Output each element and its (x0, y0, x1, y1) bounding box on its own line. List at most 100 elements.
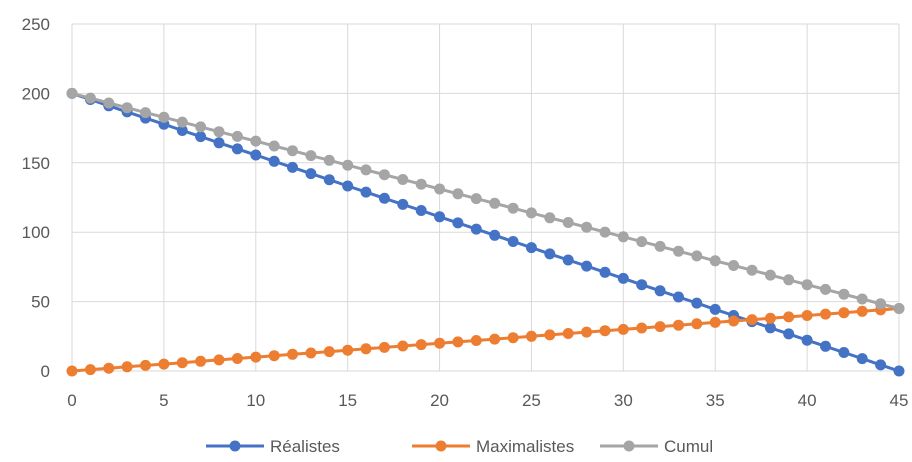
point-cumul-40 (801, 279, 813, 291)
x-tick-label-30: 30 (614, 391, 633, 410)
point-maximalistes-32 (654, 321, 666, 333)
point-maximalistes-17 (378, 341, 390, 353)
point-maximalistes-0 (66, 365, 78, 377)
point-maximalistes-22 (470, 335, 482, 346)
series-line-realistes (71, 91, 900, 373)
point-realistes-26 (544, 248, 556, 260)
point-maximalistes-2 (103, 362, 115, 374)
point-realistes-25 (525, 242, 537, 254)
point-maximalistes-28 (581, 326, 593, 338)
point-cumul-3 (121, 102, 133, 114)
point-realistes-32 (654, 285, 666, 297)
y-tick-label-150: 150 (22, 154, 50, 173)
point-maximalistes-4 (140, 359, 151, 371)
point-maximalistes-38 (764, 312, 776, 324)
point-maximalistes-37 (746, 314, 758, 326)
point-cumul-16 (360, 164, 372, 176)
point-maximalistes-9 (231, 353, 243, 364)
point-cumul-27 (562, 217, 574, 228)
series-maximalistes (66, 303, 905, 377)
point-cumul-37 (746, 264, 758, 276)
legend-item-cumul: Cumul (600, 437, 713, 456)
point-cumul-25 (525, 207, 537, 219)
point-maximalistes-25 (525, 330, 537, 342)
legend-marker-maximalistes (435, 440, 447, 452)
point-maximalistes-14 (323, 346, 335, 358)
point-maximalistes-5 (158, 358, 170, 370)
point-realistes-31 (636, 279, 648, 291)
point-maximalistes-18 (397, 340, 409, 352)
point-realistes-24 (507, 236, 519, 247)
point-cumul-11 (268, 140, 280, 152)
point-maximalistes-36 (728, 315, 740, 327)
point-maximalistes-7 (195, 355, 207, 367)
x-tick-label-15: 15 (338, 391, 357, 410)
point-maximalistes-15 (342, 344, 354, 356)
point-cumul-21 (452, 188, 464, 200)
x-tick-label-10: 10 (246, 391, 265, 410)
point-maximalistes-40 (801, 310, 813, 321)
point-realistes-11 (268, 155, 280, 167)
point-maximalistes-39 (783, 311, 795, 323)
legend-marker-realistes (229, 440, 241, 452)
x-tick-label-20: 20 (430, 391, 449, 410)
series-cumul (66, 87, 905, 314)
point-realistes-23 (489, 229, 501, 241)
point-cumul-17 (378, 169, 390, 181)
point-cumul-35 (709, 255, 721, 267)
point-cumul-42 (838, 288, 850, 300)
point-cumul-20 (434, 183, 446, 195)
point-maximalistes-3 (121, 361, 133, 373)
point-cumul-1 (84, 92, 96, 104)
point-cumul-41 (820, 283, 831, 295)
point-maximalistes-26 (544, 329, 556, 341)
point-maximalistes-31 (636, 322, 648, 334)
point-maximalistes-13 (305, 347, 317, 359)
point-maximalistes-11 (268, 350, 280, 362)
point-realistes-22 (470, 223, 482, 235)
legend: Réalistes Maximalistes Cumul (206, 437, 713, 456)
point-cumul-36 (728, 260, 740, 271)
point-cumul-0 (66, 87, 78, 99)
point-maximalistes-34 (691, 318, 703, 330)
legend-label-realistes: Réalistes (270, 437, 340, 456)
point-cumul-28 (581, 221, 593, 233)
point-realistes-44 (875, 359, 887, 371)
point-cumul-22 (470, 193, 482, 205)
x-tick-label-35: 35 (706, 391, 725, 410)
point-cumul-18 (397, 174, 409, 185)
point-cumul-7 (195, 121, 207, 133)
point-realistes-16 (360, 186, 372, 198)
point-cumul-30 (617, 231, 629, 243)
point-realistes-9 (231, 143, 243, 155)
point-realistes-13 (305, 168, 317, 180)
legend-marker-cumul (623, 440, 635, 452)
point-cumul-39 (783, 274, 795, 286)
point-maximalistes-6 (176, 357, 188, 369)
series-group (66, 87, 905, 377)
point-realistes-27 (562, 254, 574, 266)
point-realistes-20 (434, 211, 446, 223)
x-tick-label-5: 5 (159, 391, 168, 410)
point-realistes-28 (581, 260, 593, 272)
point-realistes-41 (820, 340, 831, 352)
point-maximalistes-43 (856, 305, 868, 317)
y-axis-ticks: 0 50 100 150 200 250 (22, 15, 50, 381)
point-realistes-43 (856, 353, 868, 365)
point-maximalistes-30 (617, 323, 629, 335)
x-tick-label-0: 0 (67, 391, 76, 410)
point-maximalistes-42 (838, 307, 850, 319)
point-realistes-34 (691, 297, 703, 309)
point-maximalistes-1 (84, 364, 96, 376)
point-maximalistes-21 (452, 336, 464, 348)
point-cumul-44 (875, 298, 887, 310)
point-cumul-23 (489, 197, 501, 209)
point-cumul-13 (305, 150, 317, 162)
point-cumul-45 (893, 303, 905, 314)
legend-label-cumul: Cumul (664, 437, 713, 456)
point-cumul-8 (213, 126, 225, 138)
point-maximalistes-20 (434, 337, 446, 349)
point-realistes-12 (287, 161, 298, 173)
point-realistes-35 (709, 303, 721, 315)
point-cumul-10 (250, 135, 262, 147)
